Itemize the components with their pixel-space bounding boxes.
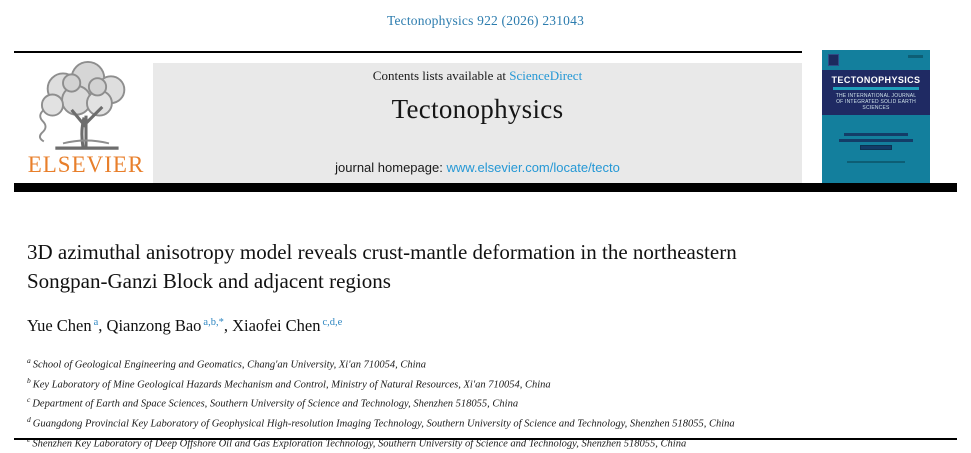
journal-cover-thumbnail[interactable]: TECTONOPHYSICS THE INTERNATIONAL JOURNAL…	[822, 50, 930, 183]
author: Qianzong Baoa,b,*,	[107, 316, 233, 335]
contents-lists-line: Contents lists available at ScienceDirec…	[153, 68, 802, 84]
affiliation-line: bKey Laboratory of Mine Geological Hazar…	[27, 373, 937, 393]
author-name: Yue Chen	[27, 316, 92, 335]
cover-elsevier-mini-logo-icon	[828, 54, 839, 66]
cover-editors-line-placeholder	[839, 139, 913, 142]
journal-citation-link[interactable]: Tectonophysics 922 (2026) 231043	[0, 13, 971, 29]
cover-editors-box-placeholder	[860, 145, 892, 150]
cover-journal-subtitle: THE INTERNATIONAL JOURNAL OF INTEGRATED …	[832, 93, 920, 111]
cover-top-band	[822, 50, 930, 70]
cover-editors-line-placeholder	[844, 133, 908, 136]
journal-homepage-line: journal homepage: www.elsevier.com/locat…	[153, 160, 802, 175]
author: Xiaofei Chenc,d,e	[232, 316, 342, 335]
affiliation-line: eShenzhen Key Laboratory of Deep Offshor…	[27, 432, 937, 452]
sciencedirect-link[interactable]: ScienceDirect	[509, 68, 582, 83]
cover-title-panel: TECTONOPHYSICS THE INTERNATIONAL JOURNAL…	[822, 70, 930, 115]
author-affiliation-marker[interactable]: c,d,e	[323, 317, 343, 328]
contents-lists-text: Contents lists available at	[373, 68, 509, 83]
affiliation-line: aSchool of Geological Engineering and Ge…	[27, 353, 937, 373]
homepage-url-link[interactable]: www.elsevier.com/locate/tecto	[446, 160, 619, 175]
author-name: Qianzong Bao	[107, 316, 202, 335]
author: Yue Chena,	[27, 316, 107, 335]
article-title: 3D azimuthal anisotropy model reveals cr…	[27, 238, 787, 295]
header-thick-rule	[14, 183, 957, 192]
author-list: Yue Chena, Qianzong Baoa,b,*, Xiaofei Ch…	[27, 316, 342, 336]
cover-journal-title: TECTONOPHYSICS	[822, 70, 930, 85]
journal-title: Tectonophysics	[153, 94, 802, 125]
top-divider-rule	[14, 51, 802, 53]
affiliation-line: dGuangdong Provincial Key Laboratory of …	[27, 412, 937, 432]
affiliation-list: aSchool of Geological Engineering and Ge…	[27, 353, 937, 452]
cover-url-placeholder	[847, 161, 905, 163]
elsevier-wordmark: ELSEVIER	[22, 153, 150, 177]
journal-banner: Contents lists available at ScienceDirec…	[153, 63, 802, 183]
footer-rule	[14, 438, 957, 440]
cover-lower-panel	[822, 115, 930, 183]
cover-title-underline	[833, 87, 919, 90]
affiliation-line: cDepartment of Earth and Space Sciences,…	[27, 392, 937, 412]
elsevier-tree-icon	[28, 60, 144, 152]
author-name: Xiaofei Chen	[232, 316, 320, 335]
elsevier-logo[interactable]: ELSEVIER	[22, 60, 150, 182]
journal-first-page: Tectonophysics 922 (2026) 231043 ELSEVIE…	[0, 0, 971, 453]
cover-issn-text-placeholder	[908, 55, 923, 58]
author-affiliation-marker[interactable]: a,b,*	[203, 317, 223, 328]
homepage-prefix-text: journal homepage:	[335, 160, 446, 175]
